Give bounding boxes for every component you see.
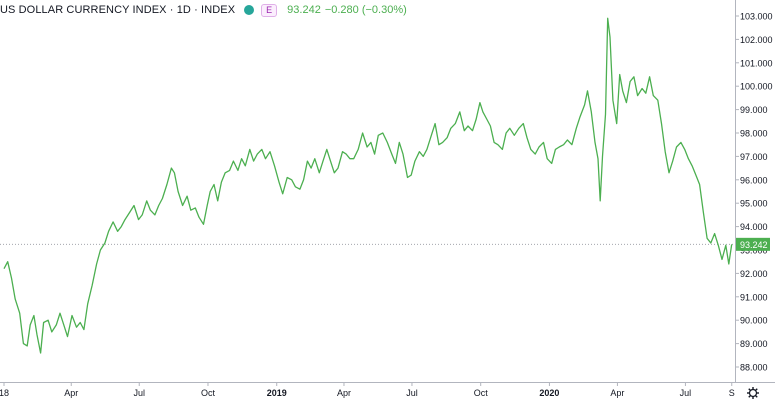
y-tick-label: 102.000: [740, 35, 773, 45]
settings-gear-icon[interactable]: [747, 387, 759, 399]
series-line: [3, 17, 733, 354]
y-tick-label: 99.000: [740, 105, 768, 115]
y-tick-label: 92.000: [740, 269, 768, 279]
last-value-label: 93.242: [740, 240, 768, 250]
symbol-title[interactable]: US DOLLAR CURRENCY INDEX · 1D · INDEX: [0, 4, 236, 16]
last-value-label-bg: [736, 237, 770, 251]
x-tick-label: Oct: [474, 388, 489, 398]
price-change: −0.280 (−0.30%): [324, 4, 407, 16]
y-tick-label: 88.000: [740, 363, 768, 373]
x-tick-label: 18: [0, 388, 9, 398]
x-tick-label: Jul: [133, 388, 145, 398]
y-tick-label: 101.000: [740, 58, 773, 68]
x-tick-label: Apr: [64, 388, 78, 398]
y-tick-label: 91.000: [740, 292, 768, 302]
y-tick-label: 89.000: [740, 339, 768, 349]
x-tick-label: Jul: [406, 388, 418, 398]
x-tick-label: Jul: [680, 388, 692, 398]
x-tick-label: 2019: [267, 388, 287, 398]
market-status-dot-icon: [244, 5, 255, 15]
y-tick-label: 94.000: [740, 222, 768, 232]
x-tick-label: Oct: [201, 388, 216, 398]
y-tick-label: 98.000: [740, 129, 768, 139]
y-tick-label: 100.000: [740, 82, 773, 92]
y-tick-label: 90.000: [740, 316, 768, 326]
x-tick-label: Apr: [337, 388, 351, 398]
y-tick-label: 95.000: [740, 199, 768, 209]
x-tick-label: Apr: [610, 388, 624, 398]
y-tick-label: 96.000: [740, 175, 768, 185]
x-tick-label: 2020: [539, 388, 559, 398]
last-value: 93.242: [287, 4, 321, 16]
exchange-badge: E: [261, 3, 278, 17]
y-tick-label: 103.000: [740, 12, 773, 22]
x-tick-label: S: [729, 388, 735, 398]
chart-legend: US DOLLAR CURRENCY INDEX · 1D · INDEX E …: [0, 0, 407, 20]
y-tick-label: 97.000: [740, 152, 768, 162]
